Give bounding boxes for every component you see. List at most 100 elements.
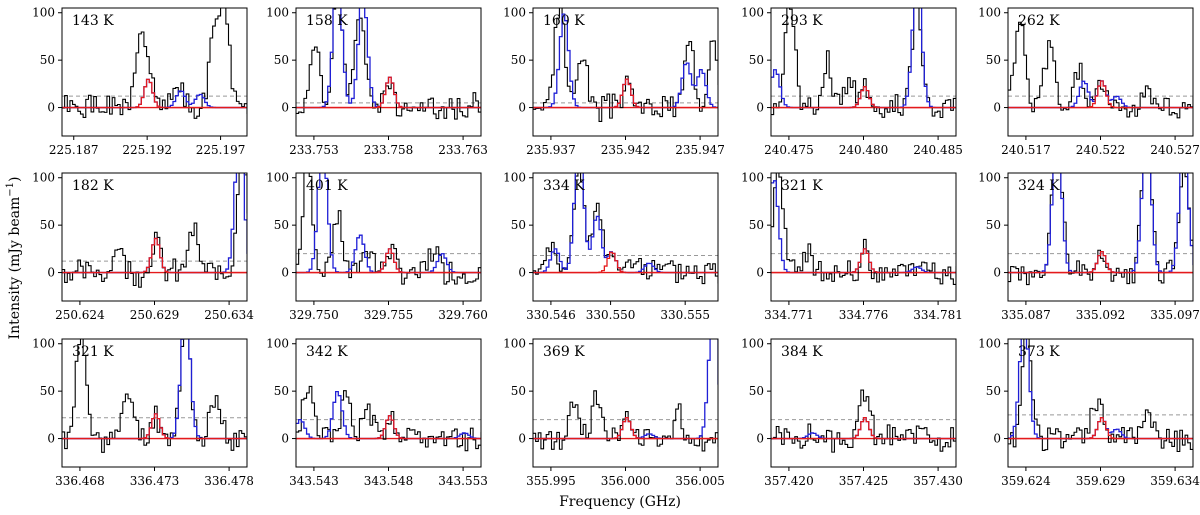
plot-area (771, 389, 956, 453)
y-tick-label: 0 (518, 101, 526, 115)
y-tick-label: 50 (749, 218, 764, 232)
panel-4: 0 50 100 240.475 240.480 240.485 293 K (741, 6, 963, 157)
species-model-spectrum (62, 78, 247, 109)
panel-13: 0 50 100 355.995 356.000 356.005 369 K (503, 337, 725, 488)
species-model-spectrum (533, 417, 718, 440)
total-model-spectrum (533, 339, 718, 440)
y-tick-label: 0 (756, 101, 764, 115)
species-model-spectrum (62, 413, 247, 440)
x-tick-label: 343.543 (289, 474, 339, 488)
species-model-spectrum (1008, 417, 1193, 440)
observed-spectrum (771, 173, 956, 285)
panel-temperature-label: 321 K (781, 178, 823, 194)
y-tick-label: 50 (274, 53, 289, 67)
x-tick-label: 225.197 (196, 143, 246, 157)
y-tick-label: 0 (993, 101, 1001, 115)
x-tick-label: 334.781 (913, 308, 963, 322)
x-tick-label: 359.634 (1150, 474, 1200, 488)
panel-temperature-label: 143 K (72, 13, 114, 29)
y-tick-label: 100 (741, 337, 764, 351)
observed-spectrum (62, 8, 247, 119)
x-tick-label: 357.420 (764, 474, 814, 488)
observed-spectrum (62, 173, 247, 288)
x-tick-label: 250.629 (130, 308, 180, 322)
x-tick-label: 240.485 (913, 143, 963, 157)
y-tick-label: 50 (40, 218, 55, 232)
y-tick-label: 100 (978, 337, 1001, 351)
panel-9: 0 50 100 334.771 334.776 334.781 321 K (741, 171, 963, 322)
panel-temperature-label: 369 K (543, 344, 585, 360)
x-tick-label: 330.550 (586, 308, 636, 322)
y-tick-label: 0 (756, 266, 764, 280)
panel-frame (61, 7, 248, 137)
total-model-spectrum (296, 390, 481, 440)
panel-6: 0 50 100 250.624 250.629 250.634 182 K (32, 171, 254, 322)
total-model-spectrum (62, 339, 247, 440)
species-model-spectrum (533, 78, 718, 109)
x-tick-label: 225.187 (49, 143, 99, 157)
y-tick-label: 100 (741, 171, 764, 185)
x-tick-label: 250.624 (55, 308, 105, 322)
panel-3: 0 50 100 235.937 235.942 235.947 160 K (503, 6, 725, 157)
y-tick-label: 50 (986, 53, 1001, 67)
panel-temperature-label: 334 K (543, 178, 585, 194)
panel-5: 0 50 100 240.517 240.522 240.527 262 K (978, 6, 1200, 157)
y-tick-label: 50 (749, 384, 764, 398)
plot-area (533, 8, 718, 123)
x-tick-label: 336.468 (55, 474, 105, 488)
plot-area (533, 173, 718, 285)
x-tick-label: 336.473 (130, 474, 180, 488)
species-model-spectrum (296, 415, 481, 440)
panel-temperature-label: 373 K (1018, 344, 1060, 360)
total-model-spectrum (1008, 80, 1193, 109)
plot-area (1008, 21, 1193, 119)
species-model-spectrum (1008, 80, 1193, 109)
y-tick-label: 0 (281, 101, 289, 115)
plot-area (62, 8, 247, 119)
panel-temperature-label: 321 K (72, 344, 114, 360)
panel-temperature-label: 158 K (306, 13, 348, 29)
y-tick-label: 50 (986, 218, 1001, 232)
x-tick-label: 233.753 (289, 143, 339, 157)
total-model-spectrum (771, 180, 956, 274)
x-tick-label: 329.750 (289, 308, 339, 322)
total-model-spectrum (533, 173, 718, 274)
observed-spectrum (1008, 339, 1193, 453)
x-tick-label: 330.555 (660, 308, 710, 322)
panel-8: 0 50 100 330.546 330.550 330.555 334 K (503, 171, 719, 322)
y-tick-label: 50 (274, 384, 289, 398)
species-model-spectrum (296, 248, 481, 274)
x-tick-label: 335.097 (1150, 308, 1200, 322)
y-tick-label: 0 (281, 432, 289, 446)
y-tick-label: 100 (266, 171, 289, 185)
observed-spectrum (533, 390, 718, 452)
x-tick-label: 240.480 (839, 143, 889, 157)
x-tick-label: 355.995 (526, 474, 576, 488)
panel-temperature-label: 342 K (306, 344, 348, 360)
y-tick-label: 0 (47, 432, 55, 446)
y-tick-label: 0 (993, 432, 1001, 446)
x-tick-label: 233.763 (438, 143, 488, 157)
species-model-spectrum (296, 76, 481, 109)
panel-frame (532, 172, 719, 302)
x-tick-label: 240.522 (1076, 143, 1126, 157)
observed-spectrum (533, 8, 718, 123)
y-tick-label: 50 (511, 218, 526, 232)
panel-14: 0 50 100 357.420 357.425 357.430 384 K (741, 337, 963, 488)
x-tick-label: 343.548 (364, 474, 414, 488)
x-tick-label: 330.546 (526, 308, 576, 322)
plot-area (296, 8, 481, 120)
y-tick-label: 0 (518, 266, 526, 280)
x-tick-label: 250.634 (204, 308, 254, 322)
plot-area (771, 8, 956, 119)
y-tick-label: 0 (47, 266, 55, 280)
y-tick-label: 0 (993, 266, 1001, 280)
x-axis-title: Frequency (GHz) (559, 494, 681, 510)
y-tick-label: 100 (266, 337, 289, 351)
y-axis-title-close: ) (7, 177, 23, 182)
plot-area (533, 339, 718, 452)
observed-spectrum (62, 339, 247, 453)
plot-area (296, 385, 481, 452)
x-tick-label: 240.517 (1001, 143, 1051, 157)
